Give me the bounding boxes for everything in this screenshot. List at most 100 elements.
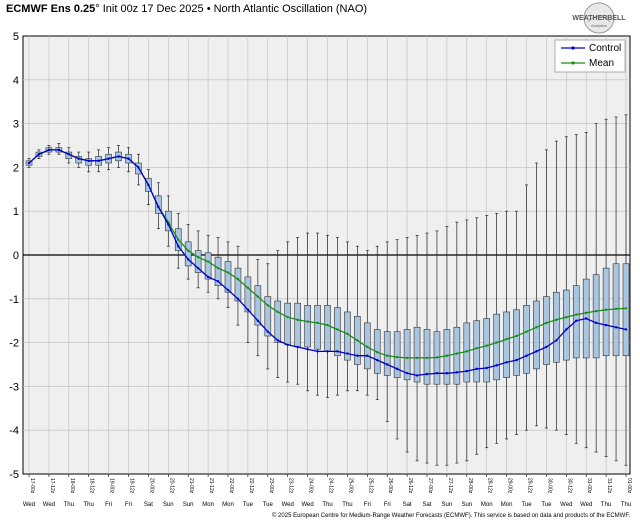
control-point [87, 159, 90, 163]
control-point [206, 275, 210, 279]
x-tick-label: 30-12z [566, 478, 572, 494]
x-tick-label: 19-12z [129, 478, 135, 494]
day-label: Mon [222, 502, 234, 508]
mean-point [346, 332, 349, 336]
legend-control-label: Control [589, 43, 621, 54]
x-tick-label: 20-12z [168, 478, 174, 494]
mean-point [585, 311, 588, 315]
x-tick-label: 27-00z [427, 478, 433, 494]
control-point [624, 328, 628, 331]
box [234, 267, 242, 302]
legend: Control Mean [554, 39, 626, 73]
control-series [27, 148, 628, 377]
mean-point [206, 260, 210, 263]
x-tick-label: 30-00z [546, 478, 552, 494]
day-label: Fri [125, 502, 132, 508]
control-point [425, 372, 429, 376]
control-point [187, 258, 190, 261]
y-tick-label: 2 [13, 162, 19, 174]
day-label: Mon [501, 502, 513, 508]
day-label: Tue [243, 502, 254, 508]
y-tick-label: -4 [9, 425, 19, 437]
y-tick-label: 0 [13, 250, 19, 262]
x-tick-label: 24-12z [328, 478, 334, 494]
y-tick-label: -3 [9, 381, 19, 393]
box [314, 305, 321, 350]
box [254, 285, 262, 326]
day-label: Thu [601, 502, 611, 508]
x-tick-label: 20-00z [148, 478, 154, 494]
day-label: Fri [105, 502, 112, 508]
day-label: Sat [422, 502, 431, 508]
x-tick-label: 21-12z [208, 478, 214, 494]
control-point [505, 361, 508, 364]
y-tick-label: -2 [9, 338, 19, 350]
mean-point [196, 255, 200, 259]
legend-box [554, 39, 626, 73]
control-point [555, 339, 558, 342]
control-point [415, 374, 419, 377]
model-name: ECMWF Ens 0.25 [6, 3, 96, 15]
control-point [455, 371, 459, 374]
x-tick-label: 18-12z [89, 478, 95, 494]
mean-point [296, 318, 299, 322]
box [224, 261, 232, 293]
day-label: Sun [183, 502, 194, 508]
mean-point [177, 238, 180, 241]
control-point [565, 328, 568, 331]
box [284, 302, 292, 346]
day-label: Sun [442, 502, 453, 508]
mean-point [555, 318, 558, 322]
box [403, 329, 411, 381]
mean-point [445, 354, 449, 357]
control-point [515, 358, 518, 362]
control-point [256, 319, 260, 322]
x-tick-label: 28-12z [487, 478, 493, 494]
mean-point [475, 347, 478, 350]
control-point [495, 364, 498, 367]
legend-mean-label: Mean [589, 58, 614, 69]
x-tick-label: 17-00z [29, 478, 35, 494]
logo-text: WEATHERBELL [572, 15, 626, 22]
control-point [306, 347, 309, 351]
legend-mean-marker [571, 61, 575, 65]
mean-point [316, 321, 319, 325]
control-point [525, 354, 528, 357]
box [592, 274, 600, 359]
control-point [475, 367, 478, 371]
box [453, 326, 461, 385]
control-point [117, 155, 120, 158]
control-point [216, 280, 220, 283]
x-tick-label: 24-00z [308, 478, 314, 494]
box [483, 318, 491, 383]
mean-point [545, 321, 548, 325]
box [503, 311, 510, 378]
control-point [177, 245, 180, 248]
control-point [585, 317, 588, 320]
weatherbell-logo: WEATHERBELL Analytics [572, 2, 626, 34]
control-point [67, 153, 71, 156]
control-point [386, 363, 389, 366]
day-label: Thu [64, 502, 74, 508]
mean-point [266, 304, 269, 307]
day-label: Fri [364, 502, 371, 508]
control-point [604, 323, 608, 327]
x-tick-label: 22-12z [248, 478, 254, 494]
box [473, 320, 481, 383]
control-point [226, 288, 230, 292]
control-point [545, 345, 548, 349]
y-tick-label: -1 [9, 294, 19, 306]
x-tick-label: 28-00z [467, 478, 473, 494]
box [533, 300, 540, 370]
mean-point [226, 271, 230, 274]
y-tick-label: 1 [13, 206, 19, 218]
x-tick-labels: 17-00z 17-12z 18-00z 18-12z 19-00z 19-12z 20-0… [29, 478, 632, 494]
control-point [196, 266, 200, 270]
logo-subtext: Analytics [591, 23, 607, 28]
box [155, 195, 162, 214]
control-point [326, 350, 329, 353]
mean-point [604, 308, 608, 311]
box [324, 305, 331, 352]
box [493, 313, 500, 381]
control-point [276, 339, 279, 342]
